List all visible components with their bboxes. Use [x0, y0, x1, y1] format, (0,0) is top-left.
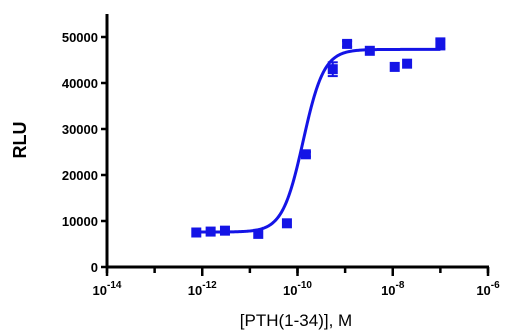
data-point: [191, 227, 202, 238]
data-point: [364, 45, 375, 56]
data-point: [205, 226, 216, 237]
x-axis-ticks: 10-14 10-12 10-10 10-8 10-6: [93, 267, 500, 298]
data-point: [435, 38, 446, 49]
data-point: [389, 61, 400, 72]
y-tick-label: 30000: [62, 122, 98, 137]
y-axis-ticks: 0 10000 20000 30000 40000 50000: [62, 30, 107, 275]
data-point: [402, 58, 413, 69]
fit-curve: [196, 47, 441, 234]
x-tick-label: 10-14: [93, 280, 122, 298]
data-point: [327, 64, 338, 75]
y-tick-label: 20000: [62, 168, 98, 183]
x-tick-label: 10-6: [476, 280, 500, 298]
y-tick-label: 50000: [62, 30, 98, 45]
x-axis-label: [PTH(1-34)], M: [240, 311, 352, 330]
data-point: [300, 149, 311, 160]
axes: [105, 14, 489, 269]
y-tick-label: 10000: [62, 214, 98, 229]
data-point: [219, 225, 230, 236]
x-tick-label: 10-10: [283, 280, 312, 298]
data-point: [253, 228, 264, 239]
y-axis-label: RLU: [10, 122, 30, 159]
data-point: [342, 38, 353, 49]
x-tick-label: 10-8: [381, 280, 405, 298]
data-point: [281, 218, 292, 229]
y-tick-label: 40000: [62, 76, 98, 91]
x-tick-label: 10-12: [188, 280, 217, 298]
data-points: [191, 37, 446, 239]
y-tick-label: 0: [91, 260, 98, 275]
